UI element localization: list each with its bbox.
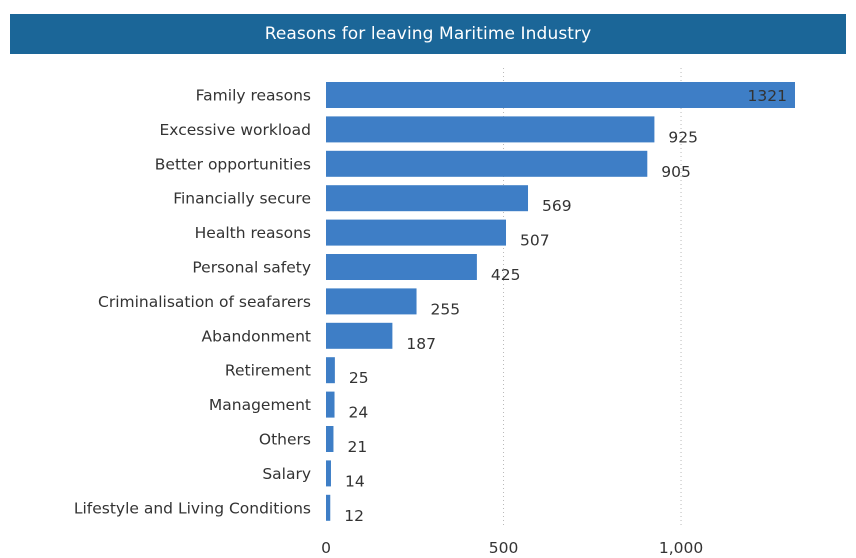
x-tick-label-2: 1,000 (659, 539, 703, 557)
value-label-3: 569 (542, 197, 572, 215)
category-label-10: Others (259, 431, 311, 449)
category-label-12: Lifestyle and Living Conditions (74, 499, 311, 517)
value-label-5: 425 (491, 266, 521, 284)
chart-title: Reasons for leaving Maritime Industry (264, 24, 592, 44)
bar-2 (326, 150, 648, 177)
value-label-10: 21 (347, 438, 367, 456)
title-bar: Reasons for leaving Maritime Industry (10, 14, 846, 54)
value-label-12: 12 (344, 507, 364, 525)
value-label-11: 14 (345, 472, 365, 490)
category-label-11: Salary (262, 465, 311, 483)
bar-layer (326, 82, 795, 521)
value-label-8: 25 (349, 369, 369, 387)
bar-0 (326, 82, 795, 108)
bar-4 (326, 219, 507, 246)
x-tick-label-0: 0 (321, 539, 331, 557)
value-label-4: 507 (520, 232, 550, 250)
bar-10 (326, 426, 334, 452)
bar-9 (326, 391, 335, 418)
bar-1 (326, 116, 655, 143)
x-axis-ticks: 0 500 1,000 (321, 539, 703, 557)
category-label-9: Management (209, 396, 311, 414)
value-label-7: 187 (406, 335, 436, 353)
grid-layer (503, 68, 682, 528)
value-label-6: 255 (431, 300, 461, 318)
bar-6 (326, 288, 417, 315)
category-label-0: Family reasons (196, 87, 311, 105)
value-label-1: 925 (668, 128, 698, 146)
value-label-9: 24 (349, 404, 369, 422)
bar-11 (326, 460, 331, 487)
category-label-2: Better opportunities (155, 155, 311, 173)
bar-5 (326, 254, 477, 280)
value-label-2: 905 (661, 163, 691, 181)
bar-3 (326, 185, 529, 212)
bar-8 (326, 357, 335, 384)
category-label-7: Abandonment (202, 327, 311, 345)
bar-12 (326, 494, 331, 521)
bar-7 (326, 322, 393, 349)
category-label-5: Personal safety (192, 259, 311, 277)
label-layer: Family reasons 1321 Excessive workload 925 B… (74, 87, 787, 525)
category-label-1: Excessive workload (160, 121, 311, 139)
category-label-8: Retirement (225, 362, 311, 380)
category-label-6: Criminalisation of seafarers (98, 293, 311, 311)
x-tick-label-1: 500 (489, 539, 519, 557)
value-label-0: 1321 (748, 87, 787, 105)
category-label-4: Health reasons (195, 224, 311, 242)
category-label-3: Financially secure (173, 190, 311, 208)
